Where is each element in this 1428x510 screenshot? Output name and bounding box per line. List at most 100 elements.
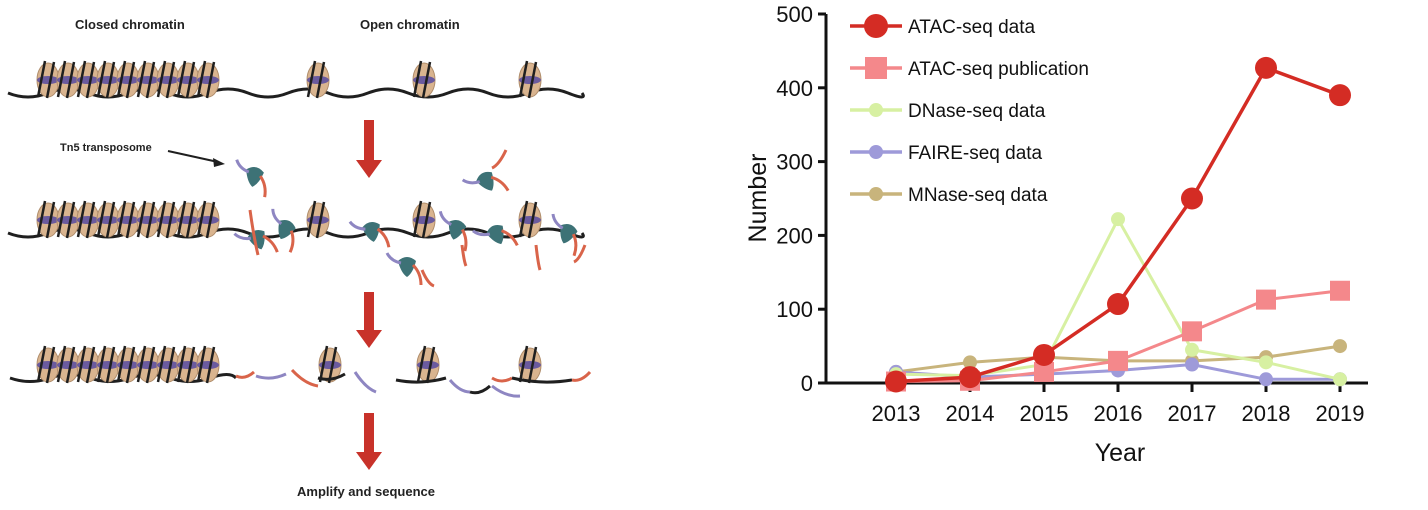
- adapter-fragment: [255, 372, 287, 380]
- tn5-transposome: [385, 252, 423, 286]
- nucleosome: [56, 200, 80, 239]
- nucleosome: [412, 200, 436, 239]
- y-axis-title: Number: [744, 154, 772, 243]
- nucleosome: [96, 345, 120, 384]
- data-point: [959, 366, 981, 389]
- nucleosome: [136, 200, 160, 239]
- nucleosome: [116, 200, 140, 239]
- data-point: [1108, 350, 1128, 371]
- nucleosome: [116, 60, 140, 99]
- adapter-fragment: [353, 371, 377, 394]
- adapter-fragment: [491, 149, 508, 170]
- nucleosome: [76, 60, 100, 99]
- nucleosome: [156, 200, 180, 239]
- nucleosome: [176, 60, 200, 99]
- legend-label: FAIRE-seq data: [908, 143, 1043, 164]
- nucleosome: [416, 345, 440, 384]
- y-tick-label: 500: [776, 2, 813, 27]
- nucleosome: [518, 60, 542, 99]
- nucleosome: [176, 200, 200, 239]
- y-tick-label: 300: [776, 150, 813, 175]
- data-point: [869, 145, 883, 159]
- chart-axes: [824, 14, 1368, 385]
- data-point: [1259, 372, 1273, 387]
- nucleosome: [96, 60, 120, 99]
- legend-item: FAIRE-seq data: [850, 143, 1043, 164]
- data-point: [1333, 339, 1347, 354]
- tn5-pointer-head: [213, 158, 225, 167]
- label-amplify-sequence: Amplify and sequence: [297, 484, 435, 499]
- data-point: [869, 103, 883, 117]
- nucleosome: [306, 60, 330, 99]
- adapter-fragment: [448, 379, 471, 394]
- legend-label: ATAC-seq publication: [908, 59, 1089, 80]
- nucleosome: [116, 345, 140, 384]
- adapter-fragment: [491, 376, 513, 383]
- atac-seq-schematic: Closed chromatin Open chromatin Tn5 tran…: [7, 17, 592, 499]
- diagram-drawing: [7, 60, 592, 470]
- adapter-fragment: [469, 384, 492, 395]
- nucleosome: [306, 200, 330, 239]
- label-closed-chromatin: Closed chromatin: [75, 17, 185, 32]
- nucleosome: [76, 345, 100, 384]
- data-point: [1330, 280, 1350, 301]
- x-tick-label: 2014: [946, 401, 995, 426]
- nucleosome: [196, 60, 220, 99]
- nucleosome: [136, 345, 160, 384]
- data-point: [1034, 361, 1054, 382]
- nucleosome: [36, 60, 60, 99]
- data-point: [864, 14, 888, 38]
- y-tick-label: 100: [776, 297, 813, 322]
- legend-item: MNase-seq data: [850, 185, 1048, 206]
- legend: ATAC-seq data ATAC-seq publication DNase-s…: [850, 14, 1089, 206]
- data-point: [1329, 84, 1351, 107]
- data-point: [865, 57, 887, 79]
- tn5-transposome: [348, 220, 391, 248]
- nucleosome: [56, 345, 80, 384]
- adapter-fragment: [317, 372, 346, 381]
- label-open-chromatin: Open chromatin: [360, 17, 460, 32]
- data-point: [885, 370, 907, 393]
- data-point: [1181, 187, 1203, 210]
- step-arrow: [356, 413, 382, 470]
- x-tick-label: 2018: [1242, 401, 1291, 426]
- tn5-transposome: [461, 171, 510, 192]
- nucleosome: [76, 200, 100, 239]
- tn5-transposome: [551, 213, 578, 257]
- series-layer: [885, 56, 1351, 393]
- legend-label: ATAC-seq data: [908, 17, 1036, 38]
- data-point: [1107, 293, 1129, 316]
- adapter-fragment: [511, 376, 573, 384]
- x-tick-label: 2017: [1168, 401, 1217, 426]
- adapter-fragment: [534, 244, 542, 271]
- data-point: [963, 355, 977, 370]
- nucleosome: [318, 345, 342, 384]
- x-axis-title: Year: [1095, 439, 1146, 467]
- data-point: [1255, 56, 1277, 79]
- data-point: [1185, 357, 1199, 372]
- legend-item: DNase-seq data: [850, 101, 1046, 122]
- y-tick-label: 0: [801, 371, 813, 396]
- adapter-fragment: [395, 376, 447, 384]
- data-point: [869, 187, 883, 201]
- x-tick-label: 2016: [1094, 401, 1143, 426]
- nucleosome: [136, 60, 160, 99]
- nucleosome: [196, 345, 220, 384]
- legend-label: DNase-seq data: [908, 101, 1046, 122]
- nucleosome: [56, 60, 80, 99]
- adapter-fragment: [571, 370, 592, 382]
- data-point: [1259, 355, 1273, 370]
- adapter-fragment: [235, 370, 255, 379]
- step-arrow: [356, 120, 382, 178]
- step-arrow: [356, 292, 382, 348]
- adapter-fragment: [573, 244, 587, 264]
- nucleosome: [518, 345, 542, 384]
- nucleosome: [412, 60, 436, 99]
- tn5-pointer-line: [167, 150, 219, 163]
- data-point: [1185, 342, 1199, 357]
- legend-label: MNase-seq data: [908, 185, 1048, 206]
- y-ticks: 0 100 200 300 400 500: [776, 2, 826, 396]
- legend-item: ATAC-seq publication: [850, 57, 1089, 80]
- x-ticks: 2013 2014 2015 2016 2017 2018 2019: [872, 383, 1364, 426]
